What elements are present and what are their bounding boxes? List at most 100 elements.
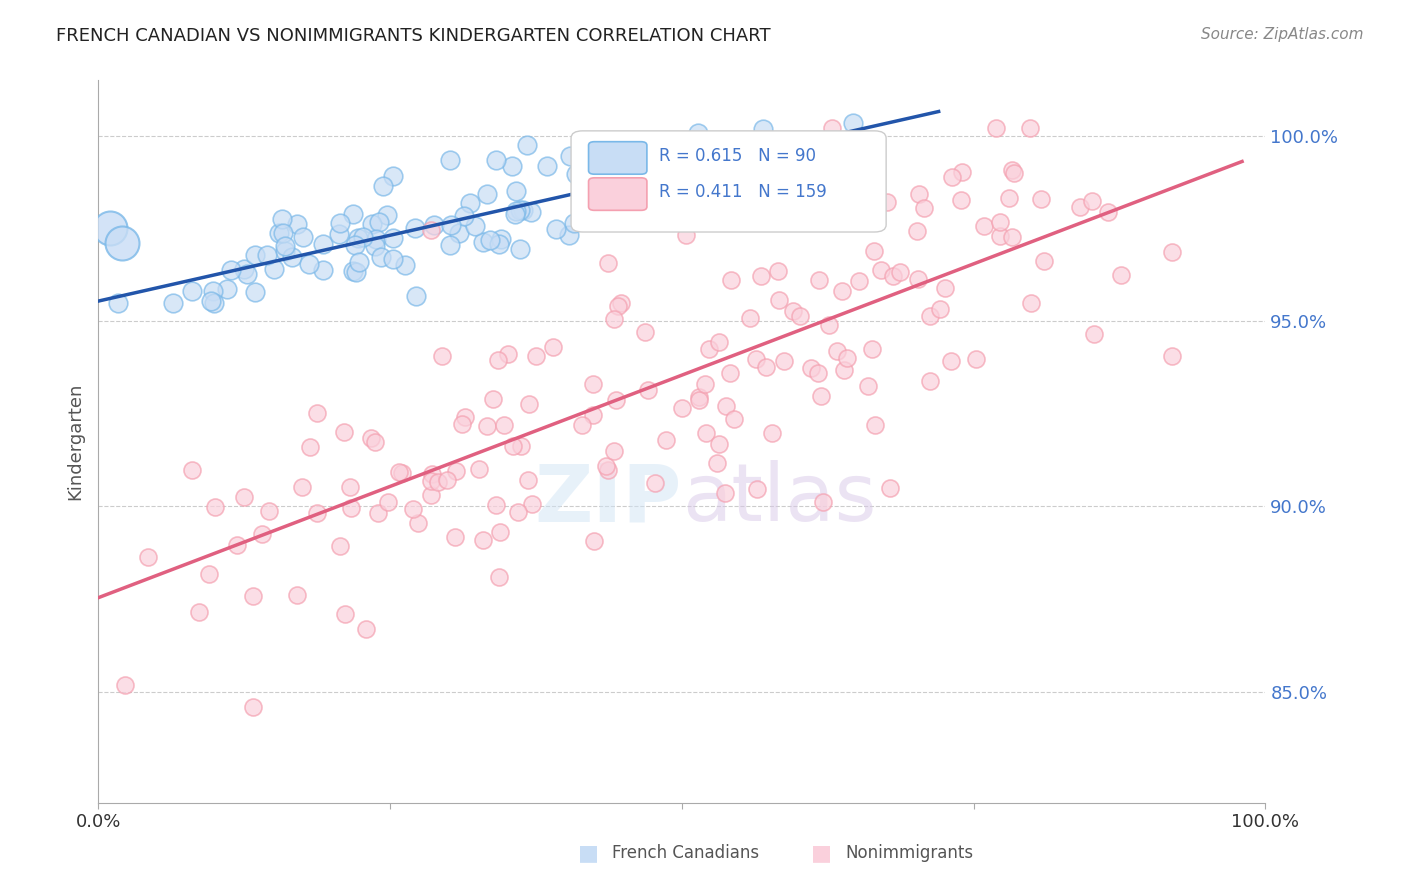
Point bbox=[361, 217, 384, 231]
Point bbox=[934, 281, 956, 295]
Point bbox=[347, 231, 370, 245]
Point bbox=[243, 248, 266, 262]
Point bbox=[879, 481, 901, 495]
FancyBboxPatch shape bbox=[589, 178, 647, 211]
Point bbox=[364, 239, 387, 253]
Point bbox=[582, 533, 605, 548]
Point bbox=[503, 207, 526, 221]
Point bbox=[305, 506, 328, 520]
Point bbox=[709, 437, 731, 451]
Point bbox=[619, 169, 641, 184]
Point bbox=[768, 293, 790, 308]
Point bbox=[912, 201, 935, 215]
Point bbox=[485, 153, 508, 167]
Point bbox=[606, 299, 628, 313]
Point bbox=[440, 218, 463, 232]
Text: FRENCH CANADIAN VS NONIMMIGRANTS KINDERGARTEN CORRELATION CHART: FRENCH CANADIAN VS NONIMMIGRANTS KINDERG… bbox=[56, 27, 770, 45]
Point bbox=[950, 165, 973, 179]
Point bbox=[1161, 244, 1184, 259]
Point bbox=[477, 186, 499, 201]
Point bbox=[810, 389, 832, 403]
Text: atlas: atlas bbox=[682, 460, 876, 539]
Point bbox=[405, 288, 427, 302]
Point bbox=[524, 349, 547, 363]
Point bbox=[510, 439, 533, 453]
Point bbox=[269, 227, 291, 241]
Point bbox=[519, 204, 541, 219]
Point bbox=[298, 257, 321, 271]
Point bbox=[520, 497, 543, 511]
Point bbox=[381, 169, 404, 183]
Point bbox=[863, 418, 886, 433]
Point bbox=[197, 566, 219, 581]
Point bbox=[312, 263, 335, 277]
Point bbox=[541, 340, 564, 354]
Point bbox=[509, 203, 531, 218]
Point bbox=[595, 459, 617, 474]
Point bbox=[328, 227, 350, 241]
Point bbox=[232, 490, 254, 504]
Point bbox=[439, 238, 461, 252]
Point bbox=[602, 311, 624, 326]
Text: R = 0.411   N = 159: R = 0.411 N = 159 bbox=[658, 183, 827, 202]
Point bbox=[138, 550, 160, 565]
Point bbox=[1111, 268, 1133, 282]
Point bbox=[419, 223, 441, 237]
Point bbox=[364, 232, 387, 246]
Point bbox=[519, 397, 541, 411]
Point bbox=[747, 482, 769, 496]
Point bbox=[876, 194, 898, 209]
Point bbox=[749, 268, 772, 283]
Point bbox=[423, 219, 446, 233]
Point bbox=[430, 349, 453, 363]
Point bbox=[621, 167, 644, 181]
Point bbox=[242, 700, 264, 714]
Point bbox=[745, 351, 768, 366]
Point bbox=[408, 516, 430, 531]
Point bbox=[342, 263, 364, 277]
Point bbox=[782, 304, 804, 318]
Point bbox=[242, 589, 264, 603]
Point bbox=[285, 217, 308, 231]
Point bbox=[472, 533, 495, 547]
Point bbox=[517, 473, 540, 487]
Point bbox=[862, 244, 884, 258]
Point bbox=[634, 325, 657, 339]
Point bbox=[259, 504, 281, 518]
Text: ZIP: ZIP bbox=[534, 460, 682, 539]
Point bbox=[181, 284, 204, 298]
Point bbox=[837, 351, 859, 366]
Point bbox=[738, 310, 761, 325]
Point bbox=[458, 196, 481, 211]
Point bbox=[595, 162, 617, 177]
Point bbox=[464, 219, 486, 234]
Point bbox=[235, 267, 257, 281]
Point bbox=[695, 426, 717, 441]
Point bbox=[505, 184, 527, 198]
Point bbox=[720, 141, 742, 155]
Point bbox=[1031, 192, 1053, 206]
Point bbox=[720, 273, 742, 287]
Point bbox=[420, 474, 443, 488]
Point bbox=[488, 570, 510, 584]
Point bbox=[506, 505, 529, 519]
Point bbox=[388, 466, 411, 480]
Y-axis label: Kindergarten: Kindergarten bbox=[66, 383, 84, 500]
Point bbox=[811, 495, 834, 509]
Point bbox=[364, 434, 387, 449]
Point bbox=[454, 410, 477, 425]
Point bbox=[468, 462, 491, 476]
Point bbox=[882, 269, 904, 284]
Point bbox=[333, 607, 356, 621]
Point bbox=[856, 378, 879, 392]
Point bbox=[668, 186, 690, 201]
Text: French Canadians: French Canadians bbox=[612, 845, 759, 863]
Point bbox=[564, 167, 586, 181]
Point bbox=[285, 588, 308, 602]
Point bbox=[472, 235, 495, 250]
Point bbox=[219, 263, 242, 277]
Point bbox=[655, 434, 678, 448]
Point bbox=[486, 352, 509, 367]
Point bbox=[340, 501, 363, 516]
Point bbox=[505, 204, 527, 219]
